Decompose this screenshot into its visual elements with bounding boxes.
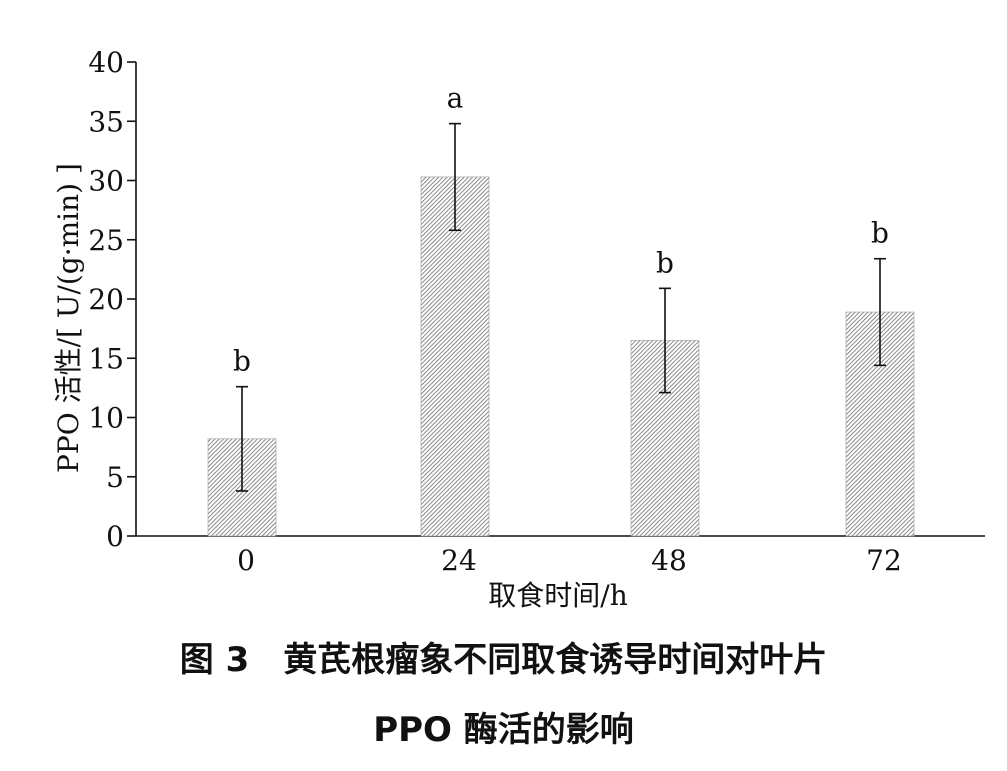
bar-24 [420, 176, 490, 537]
x-tick-label-0: 0 [237, 544, 255, 577]
x-axis-title: 取食时间/h [488, 579, 627, 612]
bar-chart: 0 5 10 15 20 25 30 35 40 b 0 a 24 b 48 b 72 PPO 活性/[ U/… [52, 46, 985, 612]
y-tick-label: 15 [88, 342, 124, 375]
figure-caption-line-2: PPO 酶活的影响 [373, 710, 634, 750]
y-tick-label: 20 [88, 283, 124, 316]
y-tick-label: 0 [106, 520, 124, 553]
y-tick-label: 30 [88, 165, 124, 198]
x-tick-label-48: 48 [651, 544, 687, 577]
y-tick-label: 35 [88, 105, 124, 138]
y-tick-label: 25 [88, 224, 124, 257]
significance-label-0: b [233, 345, 251, 378]
y-tick-label: 5 [106, 461, 124, 494]
y-tick-label: 40 [88, 46, 124, 79]
significance-label-72: b [871, 217, 889, 250]
significance-label-24: a [447, 82, 464, 115]
y-tick-label: 10 [88, 402, 124, 435]
figure-caption-line-1: 图 3 黄芪根瘤象不同取食诱导时间对叶片 [179, 640, 828, 680]
y-axis-title: PPO 活性/[ U/(g·min) ] [52, 163, 85, 473]
significance-label-48: b [656, 246, 674, 279]
x-tick-label-72: 72 [866, 544, 902, 577]
x-tick-label-24: 24 [441, 544, 477, 577]
